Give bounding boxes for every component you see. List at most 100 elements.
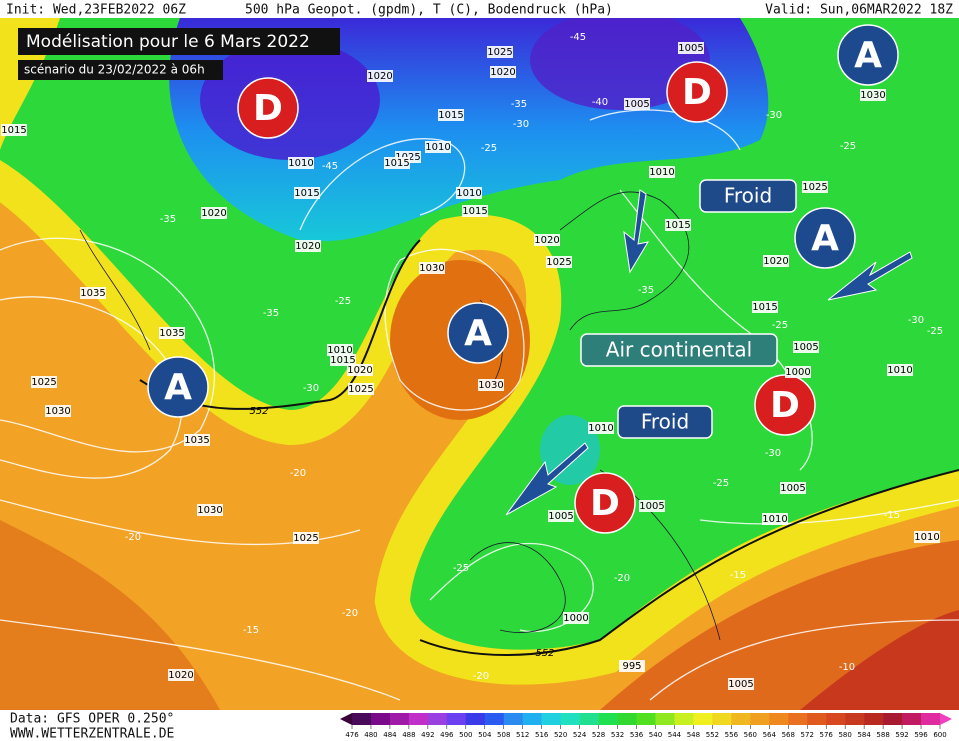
colorbar-label: 564 — [763, 731, 777, 739]
isobar-label-bg — [384, 157, 410, 169]
colorbar-label: 540 — [649, 731, 662, 739]
annotation-box — [617, 405, 713, 439]
colorbar-label: 548 — [687, 731, 700, 739]
isobar-label-bg — [588, 422, 614, 434]
center-label: A — [854, 35, 882, 76]
temperature-label: -25 — [713, 478, 729, 489]
temperature-label: -35 — [263, 308, 279, 319]
temperature-label: -25 — [335, 296, 351, 307]
colorbar-label: 592 — [895, 731, 908, 739]
isobar-label: 1015 — [384, 158, 409, 169]
colorbar-label: 572 — [801, 731, 814, 739]
colorbar-segment — [674, 713, 694, 725]
temperature-label: -40 — [592, 97, 608, 108]
website: WWW.WETTERZENTRALE.DE — [10, 727, 174, 741]
colorbar-label: 484 — [383, 731, 397, 739]
temperature-label: -45 — [322, 161, 338, 172]
temperature-label: -20 — [342, 608, 358, 619]
isobar-label: 1015 — [330, 355, 355, 366]
isobar-label-bg — [1, 124, 27, 136]
isobar-label-bg — [860, 89, 886, 101]
colorbar-segment — [560, 713, 580, 725]
colorbar-segment — [731, 713, 751, 725]
isobar-label: 1015 — [1, 125, 26, 136]
annotation-box — [699, 179, 797, 213]
isobar-label-bg — [548, 510, 574, 522]
isobar-label: 1010 — [887, 365, 912, 376]
colorbar-segment — [750, 713, 770, 725]
isobar-label: 1010 — [288, 158, 313, 169]
isobar-label-bg — [887, 364, 913, 376]
isobar-label-bg — [348, 383, 374, 395]
colorbar-segment — [503, 713, 524, 725]
isobar-label: 1005 — [780, 483, 805, 494]
init-time: Init: Wed,23FEB2022 06Z — [6, 3, 186, 18]
colorbar-end — [940, 713, 952, 725]
colorbar-segment — [389, 713, 410, 725]
colorbar-segment — [408, 713, 429, 725]
colorbar-segment — [636, 713, 656, 725]
temperature-label: -25 — [772, 320, 788, 331]
colorbar-segment — [598, 713, 618, 725]
temperature-label: -30 — [303, 383, 319, 394]
isobar-label: 1010 — [588, 423, 613, 434]
annotation-box — [580, 333, 778, 367]
isobar-label-bg — [197, 504, 223, 516]
colorbar-segment — [541, 713, 561, 725]
isobar-label: 1000 — [785, 367, 810, 378]
isobar-label: 1025 — [487, 47, 512, 58]
parameters: 500 hPa Geopot. (gpdm), T (C), Bodendruc… — [245, 3, 613, 18]
isobar-label-bg — [456, 187, 482, 199]
temperature-label: -25 — [453, 563, 469, 574]
subtitle-box — [18, 60, 223, 80]
isobar-label: 1025 — [546, 257, 571, 268]
temperature-label: -15 — [730, 570, 746, 581]
isobar-label-bg — [785, 366, 811, 378]
isobar-label-bg — [793, 341, 819, 353]
isobar-label-bg — [478, 379, 504, 391]
isobar-label-bg — [546, 256, 572, 268]
temperature-label: -10 — [839, 662, 855, 673]
high-pressure — [447, 302, 509, 364]
colorbar-segment — [579, 713, 599, 725]
map-field — [0, 18, 959, 710]
isobar-label: 1005 — [678, 43, 703, 54]
colorbar-segment — [826, 713, 846, 725]
isobar-label-bg — [462, 205, 488, 217]
temperature-label: -30 — [766, 110, 782, 121]
isobar-label-bg — [752, 301, 778, 313]
temperature-label: -20 — [614, 573, 630, 584]
temperature-label: -20 — [473, 671, 489, 682]
wind-arrows — [505, 189, 913, 516]
colorbar-label: 520 — [554, 731, 567, 739]
colorbar-segment — [370, 713, 391, 725]
colorbar-segment — [712, 713, 732, 725]
isobar-label-bg — [490, 66, 516, 78]
isobar-label-bg — [31, 376, 57, 388]
isobar-label-bg — [168, 669, 194, 681]
isobar-label: 1030 — [860, 90, 885, 101]
temperature-label: -25 — [481, 143, 497, 154]
colorbar-label: 584 — [857, 731, 871, 739]
colorbar-label: 492 — [421, 731, 434, 739]
isobar-label-bg — [728, 678, 754, 690]
isobar-label: 1020 — [490, 67, 515, 78]
center-label: D — [253, 88, 283, 129]
colorbar-label: 476 — [345, 731, 359, 739]
isobar-label-bg — [294, 187, 320, 199]
isobar-label-bg — [327, 344, 353, 356]
temperature-label: -35 — [638, 285, 654, 296]
isobar-label-bg — [624, 98, 650, 110]
isobar-label-bg — [159, 327, 185, 339]
colorbar-label: 544 — [668, 731, 682, 739]
colorbar-segment — [427, 713, 448, 725]
title: Modélisation pour le 6 Mars 2022 — [26, 32, 310, 52]
annotation: Air continental — [606, 338, 752, 362]
colorbar-label: 536 — [630, 731, 644, 739]
isobar-label: 1035 — [184, 435, 209, 446]
temperature-label: -30 — [765, 448, 781, 459]
colorbar-label: 600 — [933, 731, 946, 739]
isobar-label-bg — [201, 207, 227, 219]
isobar-label-bg — [367, 70, 393, 82]
isobar-label-bg — [619, 660, 645, 672]
